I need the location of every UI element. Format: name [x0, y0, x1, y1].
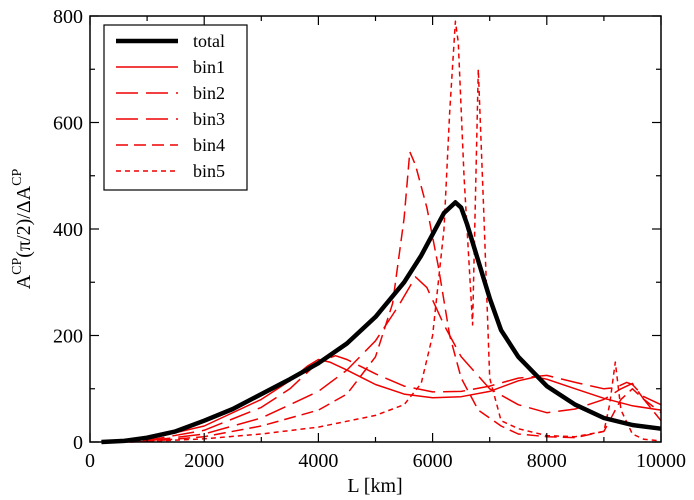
y-tick-label: 200 [53, 326, 83, 348]
series-line-bin2 [112, 354, 662, 443]
legend-label-bin4: bin4 [193, 135, 225, 155]
x-axis-label: L [km] [347, 475, 402, 497]
y-tick-label: 800 [53, 6, 83, 28]
x-tick-label: 4000 [298, 450, 338, 472]
y-axis-label: ACP(π/2)/ΔACP [10, 169, 35, 290]
y-axis-label-sup1: CP [10, 257, 25, 274]
legend-box [103, 24, 248, 191]
x-tick-label: 8000 [527, 450, 567, 472]
series-line-bin1 [107, 358, 662, 443]
x-tick-label: 0 [85, 450, 95, 472]
tick-layer: 0 2000 4000 6000 8000 10000 0 200 400 600 800 [53, 6, 686, 472]
series-layer [101, 20, 662, 445]
y-axis-label-sup2: CP [10, 169, 25, 186]
y-tick-label: 400 [53, 219, 83, 241]
series-line-bin5 [129, 20, 662, 443]
legend-label-total: total [193, 31, 225, 51]
y-axis-label-mid: (π/2)/ΔA [13, 185, 35, 257]
legend-label-bin2: bin2 [193, 83, 225, 103]
series-line-bin4 [124, 151, 662, 443]
y-tick-label: 600 [53, 113, 83, 135]
y-axis-label-main: A [13, 274, 35, 289]
legend-label-bin5: bin5 [193, 161, 225, 181]
legend-label-bin3: bin3 [193, 109, 225, 129]
legend: total bin1 bin2 bin3 bin4 bin5 [103, 24, 248, 191]
x-tick-label: 2000 [184, 450, 224, 472]
y-tick-label: 0 [73, 432, 83, 454]
series-line-total [101, 200, 662, 445]
series-line-bin3 [118, 276, 662, 443]
legend-label-bin1: bin1 [193, 57, 225, 77]
x-tick-label: 10000 [636, 450, 686, 472]
x-tick-label: 6000 [413, 450, 453, 472]
